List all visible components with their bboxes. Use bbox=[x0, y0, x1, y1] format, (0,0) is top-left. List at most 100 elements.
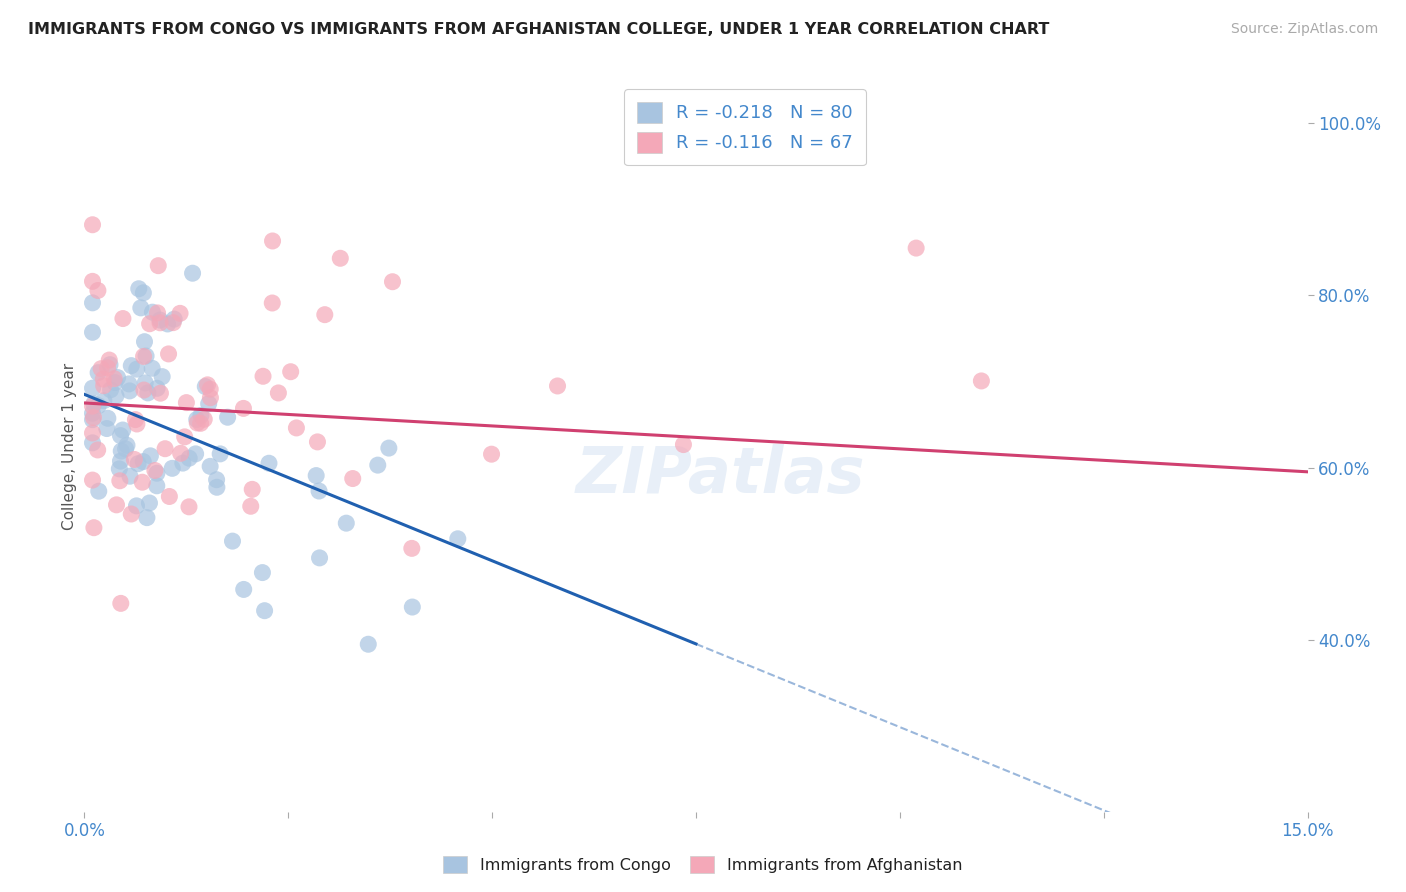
Point bbox=[205, 480, 228, 494]
Point bbox=[87, 366, 110, 380]
Point bbox=[179, 451, 201, 466]
Point bbox=[128, 282, 150, 296]
Point bbox=[447, 532, 470, 546]
Point bbox=[190, 417, 212, 431]
Point bbox=[186, 412, 208, 426]
Point bbox=[186, 416, 208, 430]
Point bbox=[194, 379, 217, 393]
Point bbox=[110, 428, 132, 442]
Point bbox=[82, 296, 104, 310]
Point bbox=[252, 566, 274, 580]
Point bbox=[135, 510, 157, 524]
Point bbox=[103, 372, 125, 386]
Point bbox=[285, 421, 308, 435]
Point bbox=[163, 312, 186, 326]
Point bbox=[149, 316, 172, 330]
Point bbox=[160, 461, 183, 475]
Point bbox=[200, 382, 222, 396]
Point bbox=[200, 391, 222, 405]
Point bbox=[98, 358, 121, 372]
Point bbox=[131, 475, 153, 490]
Point bbox=[367, 458, 389, 472]
Point bbox=[146, 306, 169, 320]
Point bbox=[181, 266, 204, 280]
Point bbox=[82, 406, 104, 420]
Point bbox=[156, 317, 179, 331]
Point bbox=[141, 361, 163, 376]
Point bbox=[124, 412, 146, 426]
Point bbox=[162, 316, 184, 330]
Point bbox=[262, 234, 284, 248]
Point bbox=[481, 447, 503, 461]
Point bbox=[114, 442, 136, 456]
Point bbox=[314, 308, 336, 322]
Point bbox=[193, 412, 215, 426]
Point bbox=[157, 347, 180, 361]
Legend: Immigrants from Congo, Immigrants from Afghanistan: Immigrants from Congo, Immigrants from A… bbox=[437, 849, 969, 880]
Point bbox=[136, 385, 159, 400]
Point bbox=[342, 471, 364, 485]
Point bbox=[146, 479, 169, 493]
Legend: R = -0.218   N = 80, R = -0.116   N = 67: R = -0.218 N = 80, R = -0.116 N = 67 bbox=[624, 89, 866, 165]
Point bbox=[153, 442, 176, 456]
Point bbox=[125, 499, 148, 513]
Point bbox=[305, 468, 328, 483]
Point bbox=[97, 360, 120, 375]
Point bbox=[93, 378, 115, 392]
Point bbox=[127, 457, 149, 471]
Point bbox=[177, 500, 200, 514]
Point bbox=[132, 350, 155, 364]
Point bbox=[125, 417, 148, 431]
Point bbox=[120, 359, 142, 373]
Point bbox=[105, 498, 128, 512]
Point bbox=[209, 447, 232, 461]
Point bbox=[262, 296, 284, 310]
Point bbox=[253, 604, 276, 618]
Point bbox=[149, 386, 172, 401]
Point bbox=[905, 241, 928, 255]
Point bbox=[82, 326, 104, 340]
Point bbox=[82, 274, 104, 288]
Text: IMMIGRANTS FROM CONGO VS IMMIGRANTS FROM AFGHANISTAN COLLEGE, UNDER 1 YEAR CORRE: IMMIGRANTS FROM CONGO VS IMMIGRANTS FROM… bbox=[28, 22, 1049, 37]
Point bbox=[82, 412, 104, 426]
Point bbox=[150, 369, 173, 384]
Point bbox=[672, 437, 695, 451]
Point bbox=[111, 311, 134, 326]
Point bbox=[108, 462, 131, 476]
Point bbox=[134, 376, 156, 390]
Point bbox=[172, 456, 194, 470]
Point bbox=[108, 474, 131, 488]
Point bbox=[104, 389, 127, 403]
Point bbox=[96, 421, 118, 435]
Point bbox=[118, 384, 141, 398]
Y-axis label: College, Under 1 year: College, Under 1 year bbox=[62, 362, 77, 530]
Point bbox=[205, 473, 228, 487]
Point bbox=[146, 467, 169, 481]
Point bbox=[170, 446, 193, 460]
Point bbox=[82, 399, 104, 413]
Point bbox=[197, 397, 219, 411]
Point bbox=[98, 353, 121, 368]
Point bbox=[149, 313, 172, 327]
Point bbox=[308, 550, 330, 565]
Point bbox=[115, 438, 138, 452]
Point bbox=[83, 397, 105, 411]
Point bbox=[82, 435, 104, 450]
Point bbox=[139, 449, 162, 463]
Point bbox=[329, 252, 352, 266]
Point bbox=[148, 259, 170, 273]
Point bbox=[232, 582, 254, 597]
Point bbox=[197, 377, 219, 392]
Point bbox=[124, 452, 146, 467]
Point bbox=[83, 521, 105, 535]
Point bbox=[82, 381, 104, 395]
Point bbox=[125, 362, 148, 376]
Point bbox=[129, 301, 152, 315]
Point bbox=[82, 473, 104, 487]
Point bbox=[104, 376, 127, 390]
Point bbox=[135, 349, 157, 363]
Point bbox=[198, 459, 221, 474]
Point bbox=[93, 393, 115, 408]
Point bbox=[547, 379, 569, 393]
Point bbox=[107, 370, 129, 384]
